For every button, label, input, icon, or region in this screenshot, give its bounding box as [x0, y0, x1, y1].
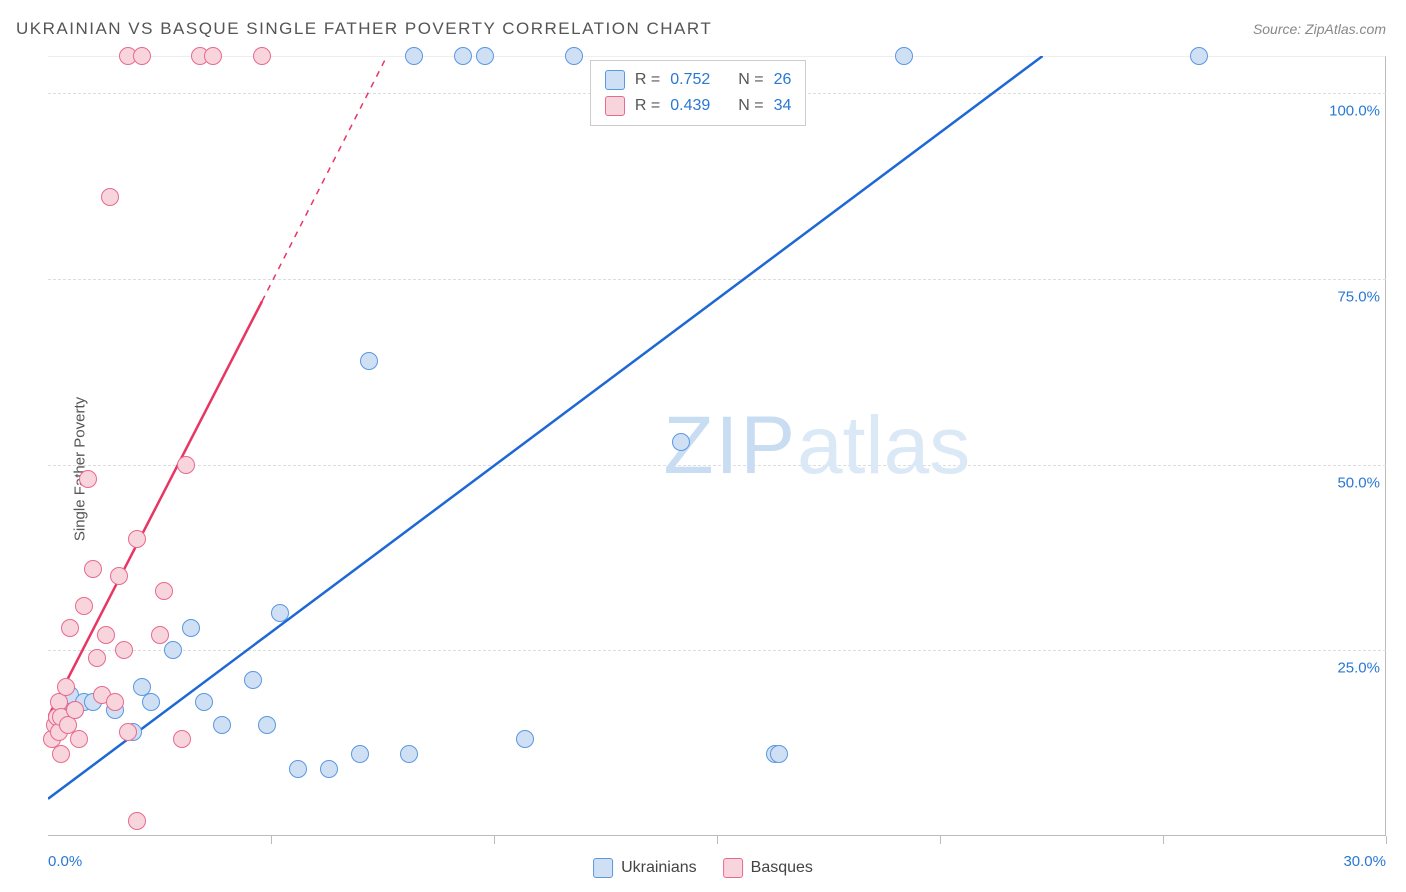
- legend-bottom: Ukrainians Basques: [593, 858, 813, 878]
- legend-swatch: [605, 96, 625, 116]
- x-max-label: 30.0%: [1343, 853, 1386, 870]
- scatter-point-basques: [177, 456, 195, 474]
- scatter-point-basques: [88, 649, 106, 667]
- x-tick-mark: [1386, 836, 1387, 844]
- legend-stats-row-ukrainians: R = 0.752 N = 26: [605, 67, 792, 93]
- chart-source: Source: ZipAtlas.com: [1253, 21, 1386, 37]
- scatter-point-basques: [151, 626, 169, 644]
- x-min-label: 0.0%: [48, 853, 82, 870]
- legend-r-value: 0.439: [670, 93, 710, 119]
- scatter-point-basques: [128, 812, 146, 830]
- legend-swatch: [593, 858, 613, 878]
- legend-label: Ukrainians: [621, 859, 697, 877]
- legend-r-label: R =: [635, 93, 660, 119]
- trend-lines: [48, 56, 1386, 836]
- grid-line: [48, 650, 1386, 651]
- scatter-point-basques: [253, 47, 271, 65]
- scatter-point-basques: [204, 47, 222, 65]
- legend-n-label: N =: [738, 67, 763, 93]
- scatter-point-basques: [101, 188, 119, 206]
- legend-n-value: 26: [774, 67, 792, 93]
- scatter-point-ukrainians: [1190, 47, 1208, 65]
- y-tick-label: 75.0%: [1337, 288, 1380, 305]
- scatter-point-ukrainians: [289, 760, 307, 778]
- scatter-point-basques: [57, 678, 75, 696]
- scatter-point-basques: [84, 560, 102, 578]
- watermark: ZIPatlas: [663, 399, 970, 493]
- scatter-point-ukrainians: [142, 693, 160, 711]
- scatter-point-ukrainians: [213, 716, 231, 734]
- legend-swatch: [723, 858, 743, 878]
- scatter-point-ukrainians: [454, 47, 472, 65]
- x-tick-mark: [940, 836, 941, 844]
- scatter-point-ukrainians: [516, 730, 534, 748]
- scatter-point-basques: [52, 745, 70, 763]
- y-tick-label: 100.0%: [1329, 103, 1380, 120]
- legend-n-label: N =: [738, 93, 763, 119]
- scatter-point-ukrainians: [164, 641, 182, 659]
- legend-r-value: 0.752: [670, 67, 710, 93]
- trend-line-basques: [48, 301, 262, 717]
- source-name: ZipAtlas.com: [1305, 21, 1386, 37]
- plot-wrap: Single Father Poverty 25.0%50.0%75.0%100…: [0, 46, 1406, 892]
- source-prefix: Source:: [1253, 21, 1305, 37]
- scatter-point-basques: [155, 582, 173, 600]
- x-tick-mark: [271, 836, 272, 844]
- legend-r-label: R =: [635, 67, 660, 93]
- scatter-point-ukrainians: [182, 619, 200, 637]
- legend-stats: R = 0.752 N = 26 R = 0.439 N = 34: [590, 60, 807, 126]
- scatter-point-basques: [128, 530, 146, 548]
- scatter-point-ukrainians: [320, 760, 338, 778]
- chart-title: UKRAINIAN VS BASQUE SINGLE FATHER POVERT…: [16, 19, 712, 39]
- scatter-point-basques: [115, 641, 133, 659]
- scatter-point-ukrainians: [360, 352, 378, 370]
- scatter-point-ukrainians: [258, 716, 276, 734]
- legend-swatch: [605, 70, 625, 90]
- scatter-point-ukrainians: [672, 433, 690, 451]
- scatter-point-ukrainians: [565, 47, 583, 65]
- axis-border: [48, 56, 1386, 836]
- scatter-point-basques: [61, 619, 79, 637]
- x-tick-mark: [1163, 836, 1164, 844]
- y-tick-label: 25.0%: [1337, 660, 1380, 677]
- legend-label: Basques: [751, 859, 813, 877]
- legend-item-ukrainians: Ukrainians: [593, 858, 697, 878]
- y-tick-label: 50.0%: [1337, 474, 1380, 491]
- scatter-point-basques: [173, 730, 191, 748]
- scatter-point-ukrainians: [195, 693, 213, 711]
- grid-line: [48, 279, 1386, 280]
- scatter-point-basques: [133, 47, 151, 65]
- scatter-point-basques: [66, 701, 84, 719]
- scatter-point-ukrainians: [244, 671, 262, 689]
- legend-stats-row-basques: R = 0.439 N = 34: [605, 93, 792, 119]
- scatter-point-ukrainians: [351, 745, 369, 763]
- legend-n-value: 34: [774, 93, 792, 119]
- scatter-point-ukrainians: [400, 745, 418, 763]
- x-tick-mark: [717, 836, 718, 844]
- x-tick-mark: [494, 836, 495, 844]
- scatter-point-basques: [106, 693, 124, 711]
- chart-header: UKRAINIAN VS BASQUE SINGLE FATHER POVERT…: [0, 0, 1406, 46]
- scatter-point-ukrainians: [271, 604, 289, 622]
- scatter-point-ukrainians: [770, 745, 788, 763]
- scatter-point-ukrainians: [895, 47, 913, 65]
- scatter-point-basques: [110, 567, 128, 585]
- scatter-point-basques: [75, 597, 93, 615]
- grid-line: [48, 465, 1386, 466]
- scatter-point-ukrainians: [476, 47, 494, 65]
- scatter-point-basques: [79, 470, 97, 488]
- plot-area: 25.0%50.0%75.0%100.0%0.0%30.0%ZIPatlasR …: [48, 56, 1386, 836]
- scatter-point-ukrainians: [405, 47, 423, 65]
- scatter-point-basques: [97, 626, 115, 644]
- scatter-point-basques: [70, 730, 88, 748]
- legend-item-basques: Basques: [723, 858, 813, 878]
- scatter-point-basques: [119, 723, 137, 741]
- trend-line-ukrainians: [48, 56, 1043, 799]
